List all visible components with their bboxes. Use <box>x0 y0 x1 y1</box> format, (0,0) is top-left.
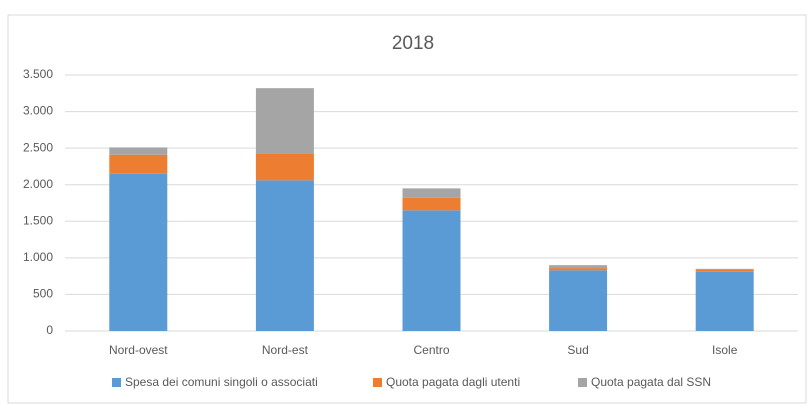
y-tick-label: 3.500 <box>23 67 53 81</box>
bar-segment <box>402 210 461 331</box>
x-tick-label: Centro <box>413 343 449 357</box>
y-tick-label: 3.000 <box>23 104 53 118</box>
bar-segment <box>255 153 314 181</box>
bar-segment <box>549 270 608 331</box>
legend-label: Quota pagata dagli utenti <box>386 375 520 389</box>
bar-segment <box>255 88 314 154</box>
bar-segment <box>255 180 314 331</box>
bar-segment <box>402 197 461 211</box>
bar-segment <box>109 147 168 155</box>
legend-label: Spesa dei comuni singoli o associati <box>125 375 318 389</box>
bar-segment <box>549 268 608 271</box>
bar-segment <box>695 269 754 272</box>
bar-segment <box>549 265 608 269</box>
bar-segment <box>695 271 754 331</box>
chart-title: 2018 <box>392 33 434 54</box>
x-tick-label: Nord-est <box>262 343 309 357</box>
y-tick-label: 500 <box>33 287 53 301</box>
y-tick-label: 1.000 <box>23 250 53 264</box>
y-tick-label: 2.500 <box>23 140 53 154</box>
legend-swatch <box>373 378 382 387</box>
y-tick-label: 2.000 <box>23 177 53 191</box>
legend-swatch <box>112 378 121 387</box>
x-tick-label: Nord-ovest <box>109 343 168 357</box>
bar-segment <box>402 188 461 198</box>
legend-label: Quota pagata dal SSN <box>591 375 711 389</box>
y-tick-label: 0 <box>46 323 53 337</box>
legend-swatch <box>578 378 587 387</box>
bar-segment <box>109 154 168 174</box>
bar-segment <box>109 173 168 331</box>
x-tick-label: Sud <box>567 343 588 357</box>
x-tick-label: Isole <box>712 343 738 357</box>
y-tick-label: 1.500 <box>23 213 53 227</box>
